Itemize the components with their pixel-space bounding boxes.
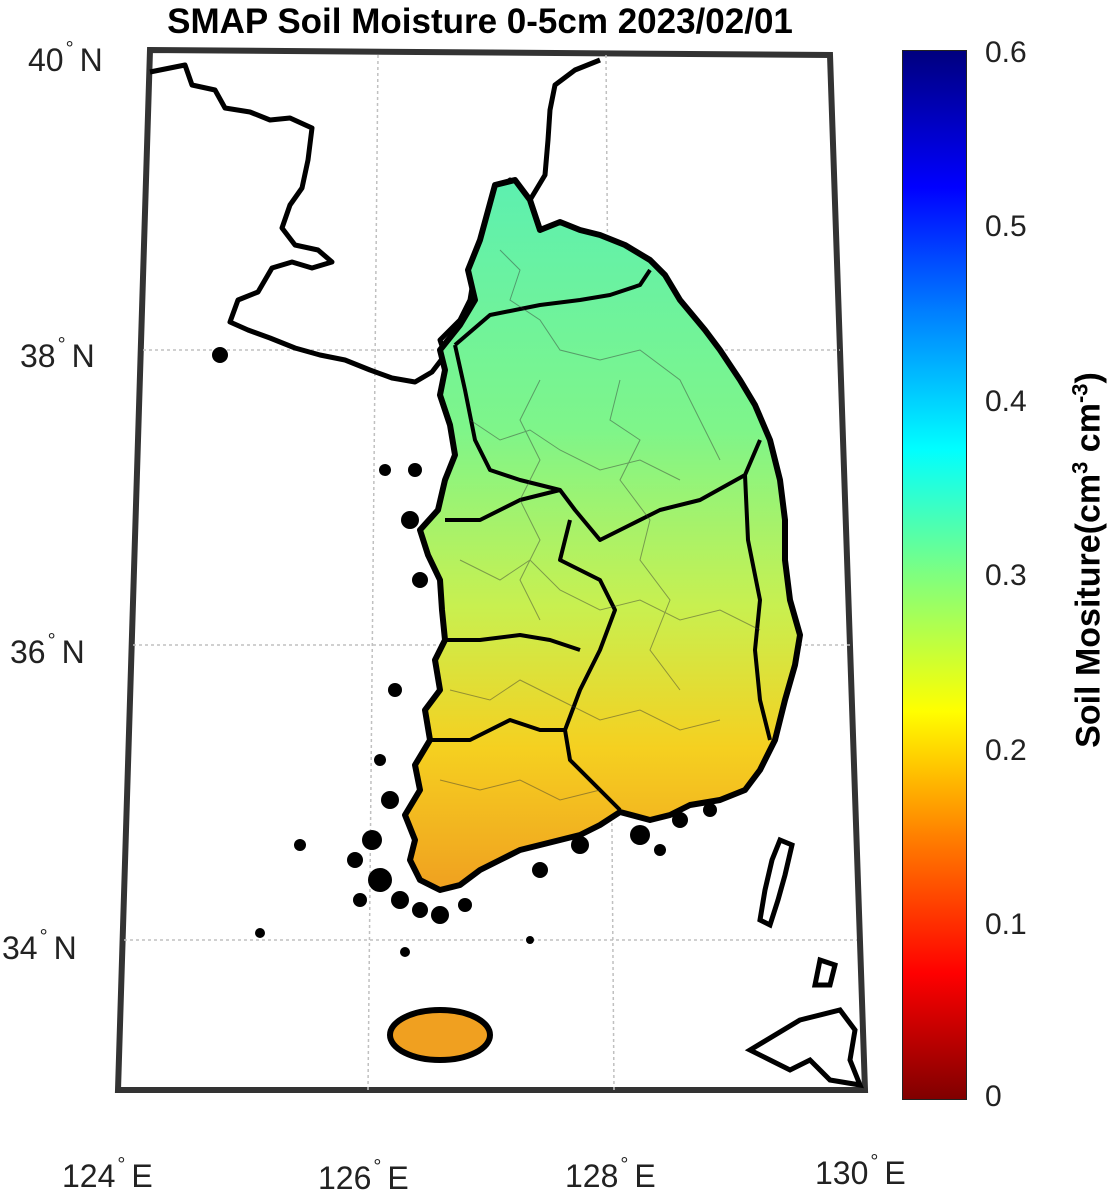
colorbar-tick: 0.4 [985, 385, 1027, 418]
colorbar-tick: 0.6 [985, 36, 1027, 69]
lon-label-130: 130 ° E [815, 1151, 906, 1191]
colorbar-tick: 0.2 [985, 734, 1027, 767]
watershed-lines [439, 249, 761, 801]
japan-coastline [744, 956, 864, 1089]
map-title: SMAP Soil Moisture 0-5cm 2023/02/01 [167, 2, 793, 41]
lon-label-126: 126 ° E [318, 1156, 409, 1196]
jeju-island [387, 1007, 493, 1063]
tsushima-island [757, 836, 795, 929]
colorbar-tick: 0 [985, 1080, 1002, 1113]
colorbar-tick: 0.1 [985, 908, 1027, 941]
colorbar-label: Soil Mositure(cm3 cm-3) [1067, 372, 1108, 748]
lat-label-34: 34 ° N [2, 926, 77, 966]
colorbar-tick: 0.3 [985, 559, 1027, 592]
lon-label-124: 124 ° E [62, 1154, 153, 1194]
province-boundaries [430, 268, 772, 812]
southwest-islands [212, 347, 717, 957]
lat-label-40: 40 ° N [28, 38, 103, 78]
lat-label-36: 36 ° N [10, 630, 85, 670]
colorbar-tick: 0.5 [985, 210, 1027, 243]
lat-label-38: 38 ° N [20, 334, 95, 374]
colorbar [902, 50, 967, 1100]
lon-label-128: 128 ° E [565, 1154, 656, 1194]
south-korea-landmass [402, 177, 803, 893]
